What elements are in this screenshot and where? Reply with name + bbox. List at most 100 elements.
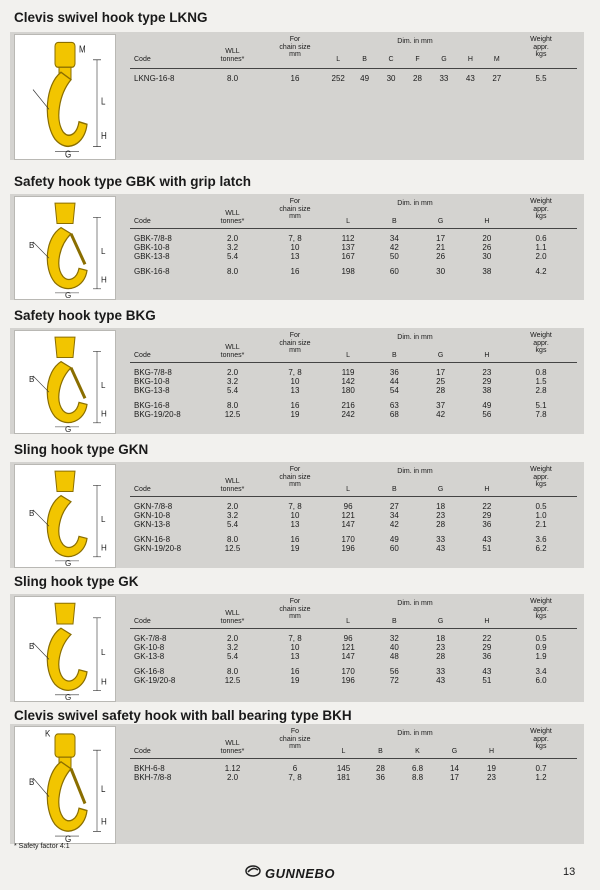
cell-weight: 1.1: [535, 243, 547, 252]
cell-weight: 0.5: [535, 634, 547, 643]
cell-dim: 43: [465, 74, 475, 83]
header-weight: Weight appr. kgs: [530, 466, 552, 488]
cell-wll: 2.0: [226, 234, 239, 243]
cell-chain-size: 13: [290, 386, 300, 395]
cell-dim: 23: [487, 773, 496, 782]
cell-dim: 26: [436, 252, 446, 261]
table-row: BKG-10-8 3.2 10 142 44 25 29 1.5: [130, 377, 577, 386]
diagram-label: L: [101, 515, 106, 524]
header-dim-b: B: [378, 748, 383, 755]
cell-code: GKN-16-8: [134, 535, 171, 544]
header-dim: Dim. in mm: [397, 600, 433, 607]
cell-dim: 36: [389, 368, 399, 377]
header-dim-g: G: [437, 618, 444, 625]
cell-dim: 170: [341, 667, 355, 676]
cell-dim: 54: [389, 386, 399, 395]
header-dim: Dim. in mm: [397, 730, 433, 737]
cell-wll: 8.0: [226, 535, 239, 544]
cell-dim: 28: [436, 386, 446, 395]
cell-dim: 60: [389, 267, 399, 276]
table-row: BKH-6-8 1.12 6 145 28 6.8 14 19 0.7: [130, 764, 577, 773]
cell-chain-size: 10: [290, 511, 300, 520]
cell-wll: 3.2: [226, 377, 239, 386]
cell-weight: 2.8: [535, 386, 547, 395]
cell-dim: 19: [487, 764, 496, 773]
spec-table: Code WLL tonnes* For chain size mm Dim. in …: [130, 596, 577, 700]
page-number: 13: [563, 866, 576, 878]
spec-table: Code WLL tonnes* For chain size mm Dim. in …: [130, 464, 577, 566]
header-dim-l: L: [346, 486, 351, 493]
header-chain-size: For chain size mm: [279, 466, 311, 488]
cell-dim: 17: [436, 234, 446, 243]
table-row: GKN-7/8-8 2.0 7, 8 96 27 18 22 0.5: [130, 502, 577, 511]
table-row: GKN-10-8 3.2 10 121 34 23 29 1.0: [130, 511, 577, 520]
cell-code: BKH-6-8: [134, 764, 165, 773]
section-title: Safety hook type GBK with grip latch: [14, 174, 252, 189]
table-row: GBK-10-8 3.2 10 137 42 21 26 1.1: [130, 243, 577, 252]
table-header: Code WLL tonnes* For chain size mm Dim. in …: [130, 464, 577, 498]
cell-dim: 43: [482, 535, 492, 544]
cell-wll: 2.0: [226, 634, 239, 643]
cell-dim: 42: [389, 520, 399, 529]
cell-code: GBK-16-8: [134, 267, 170, 276]
diagram-label: L: [101, 247, 106, 256]
cell-dim: 6.8: [411, 764, 424, 773]
cell-dim: 242: [341, 410, 355, 419]
hook-illustration: M L H G: [14, 34, 116, 160]
cell-dim: 49: [360, 74, 370, 83]
diagram-label: L: [101, 381, 106, 390]
cell-code: GK-10-8: [134, 643, 165, 652]
cell-chain-size: 7, 8: [288, 368, 302, 377]
cell-dim: 147: [341, 520, 355, 529]
spec-table: Code WLL tonnes* For chain size mm Dim. in …: [130, 330, 577, 432]
cell-dim: 36: [482, 520, 492, 529]
cell-chain-size: 10: [290, 377, 300, 386]
header-dim: Dim. in mm: [397, 468, 433, 475]
cell-dim: 32: [389, 634, 399, 643]
header-dim-h: H: [484, 352, 490, 359]
cell-weight: 1.0: [535, 511, 547, 520]
header-weight: Weight appr. kgs: [530, 728, 552, 750]
cell-chain-size: 7, 8: [288, 634, 302, 643]
header-chain-size: For chain size mm: [279, 598, 311, 620]
section-4: Sling hook type GKN B L H G Code WLL tonnes* Fo…: [0, 442, 600, 568]
cell-dim: 43: [436, 676, 446, 685]
cell-code: GBK-13-8: [134, 252, 170, 261]
cell-weight: 5.1: [535, 401, 547, 410]
cell-dim: 42: [436, 410, 446, 419]
cell-code: BKG-7/8-8: [134, 368, 172, 377]
cell-weight: 1.2: [535, 773, 547, 782]
cell-weight: 3.6: [535, 535, 547, 544]
diagram-label: G: [65, 693, 71, 701]
cell-weight: 2.0: [535, 252, 547, 261]
header-weight: Weight appr. kgs: [530, 198, 552, 220]
header-dim-c: C: [388, 56, 394, 63]
cell-weight: 0.7: [535, 764, 547, 773]
table-row: BKG-16-8 8.0 16 216 63 37 49 5.1: [130, 401, 577, 410]
header-code: Code: [134, 352, 151, 359]
header-dim-h: H: [484, 218, 490, 225]
cell-code: BKG-19/20-8: [134, 410, 181, 419]
table-row: GKN-13-8 5.4 13 147 42 28 36 2.1: [130, 520, 577, 529]
header-dim-h: H: [484, 618, 490, 625]
diagram-label: L: [101, 783, 106, 794]
cell-code: GK-13-8: [134, 652, 165, 661]
hook-diagram: K B L H G: [29, 728, 107, 843]
cell-dim: 119: [341, 368, 355, 377]
cell-dim: 51: [482, 544, 492, 553]
header-dim-g: G: [451, 748, 458, 755]
cell-code: GBK-7/8-8: [134, 234, 172, 243]
cell-dim: 196: [341, 544, 355, 553]
cell-dim: 33: [439, 74, 449, 83]
header-rule: [130, 628, 577, 629]
header-dim: Dim. in mm: [397, 200, 433, 207]
cell-code: BKG-10-8: [134, 377, 170, 386]
cell-dim: 34: [389, 234, 399, 243]
header-dim-h: H: [484, 486, 490, 493]
cell-wll: 5.4: [226, 520, 239, 529]
cell-dim: 36: [482, 652, 492, 661]
diagram-label: B: [29, 776, 35, 787]
cell-chain-size: 7, 8: [288, 502, 302, 511]
cell-dim: 50: [389, 252, 399, 261]
cell-dim: 36: [376, 773, 385, 782]
